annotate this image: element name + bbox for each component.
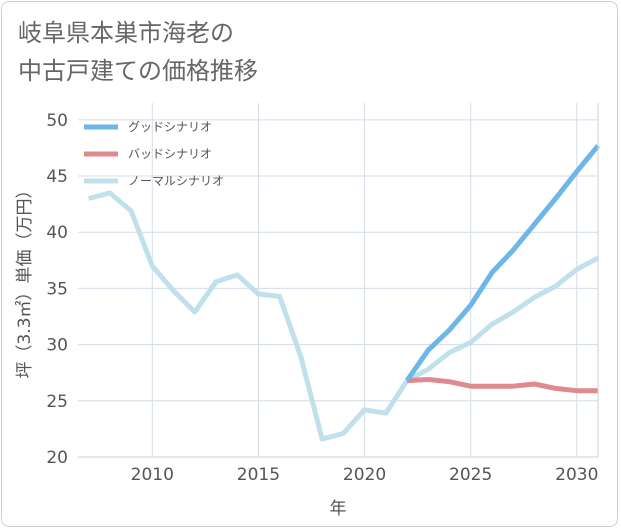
- x-tick-label-2030: 2030: [555, 465, 598, 485]
- x-axis-label: 年: [330, 499, 347, 519]
- x-tick-labels: 2010 2015 2020 2025 2030: [131, 465, 599, 485]
- y-tick-label-20: 20: [46, 448, 68, 468]
- series-line-1: [404, 144, 600, 383]
- legend-label-3: ノーマルシナリオ: [128, 174, 224, 188]
- y-tick-labels: 20 25 30 35 40 45 50: [46, 111, 68, 468]
- y-tick-label-30: 30: [46, 336, 68, 356]
- y-tick-label-40: 40: [46, 223, 68, 243]
- y-tick-label-35: 35: [46, 279, 68, 299]
- chart-title: 岐阜県本巣市海老の 中古戸建ての価格推移: [18, 14, 258, 90]
- series-line-2: [406, 377, 598, 394]
- series-line-3: [87, 190, 600, 442]
- x-tick-label-2015: 2015: [237, 465, 280, 485]
- plot-border: [78, 103, 599, 458]
- x-tick-label-2020: 2020: [343, 465, 386, 485]
- legend-label-2: バッドシナリオ: [128, 147, 212, 161]
- x-tick-label-2010: 2010: [131, 465, 174, 485]
- grid-lines: [78, 103, 598, 458]
- y-axis-label: 坪（3.3㎡）単価（万円）: [15, 181, 35, 378]
- y-tick-label-45: 45: [46, 167, 68, 187]
- series-lines: [87, 144, 600, 442]
- y-tick-label-50: 50: [46, 111, 68, 131]
- x-tick-label-2025: 2025: [449, 465, 492, 485]
- y-tick-label-25: 25: [46, 392, 68, 412]
- chart-title-line-1: 岐阜県本巣市海老の: [18, 19, 234, 47]
- chart-title-line-2: 中古戸建ての価格推移: [18, 57, 258, 85]
- legend-label-1: グッドシナリオ: [128, 120, 212, 134]
